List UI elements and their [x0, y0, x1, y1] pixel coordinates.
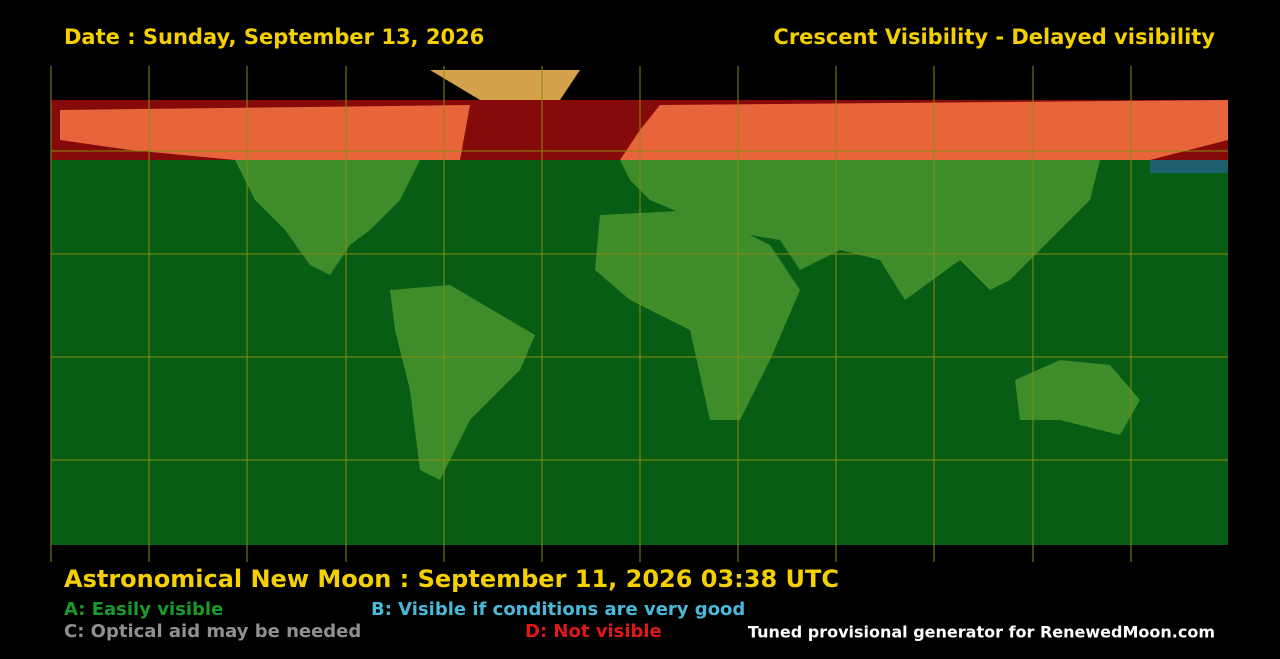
grid: [50, 66, 1228, 562]
map: [50, 66, 1228, 562]
land-unlit: [60, 100, 1228, 160]
date: Date : Sunday, September 13, 2026: [64, 25, 484, 49]
legend-d: D: Not visible: [525, 621, 662, 642]
legend-b: B: Visible if conditions are very good: [371, 599, 745, 620]
credit: Tuned provisional generator for RenewedM…: [748, 623, 1215, 642]
map-title: Crescent Visibility - Delayed visibility: [773, 25, 1215, 49]
new-moon: Astronomical New Moon : September 11, 20…: [64, 565, 839, 593]
legend-a: A: Easily visible: [64, 599, 223, 620]
land: [235, 160, 1140, 480]
zone-b: [1150, 160, 1228, 173]
legend-c: C: Optical aid may be needed: [64, 621, 361, 642]
